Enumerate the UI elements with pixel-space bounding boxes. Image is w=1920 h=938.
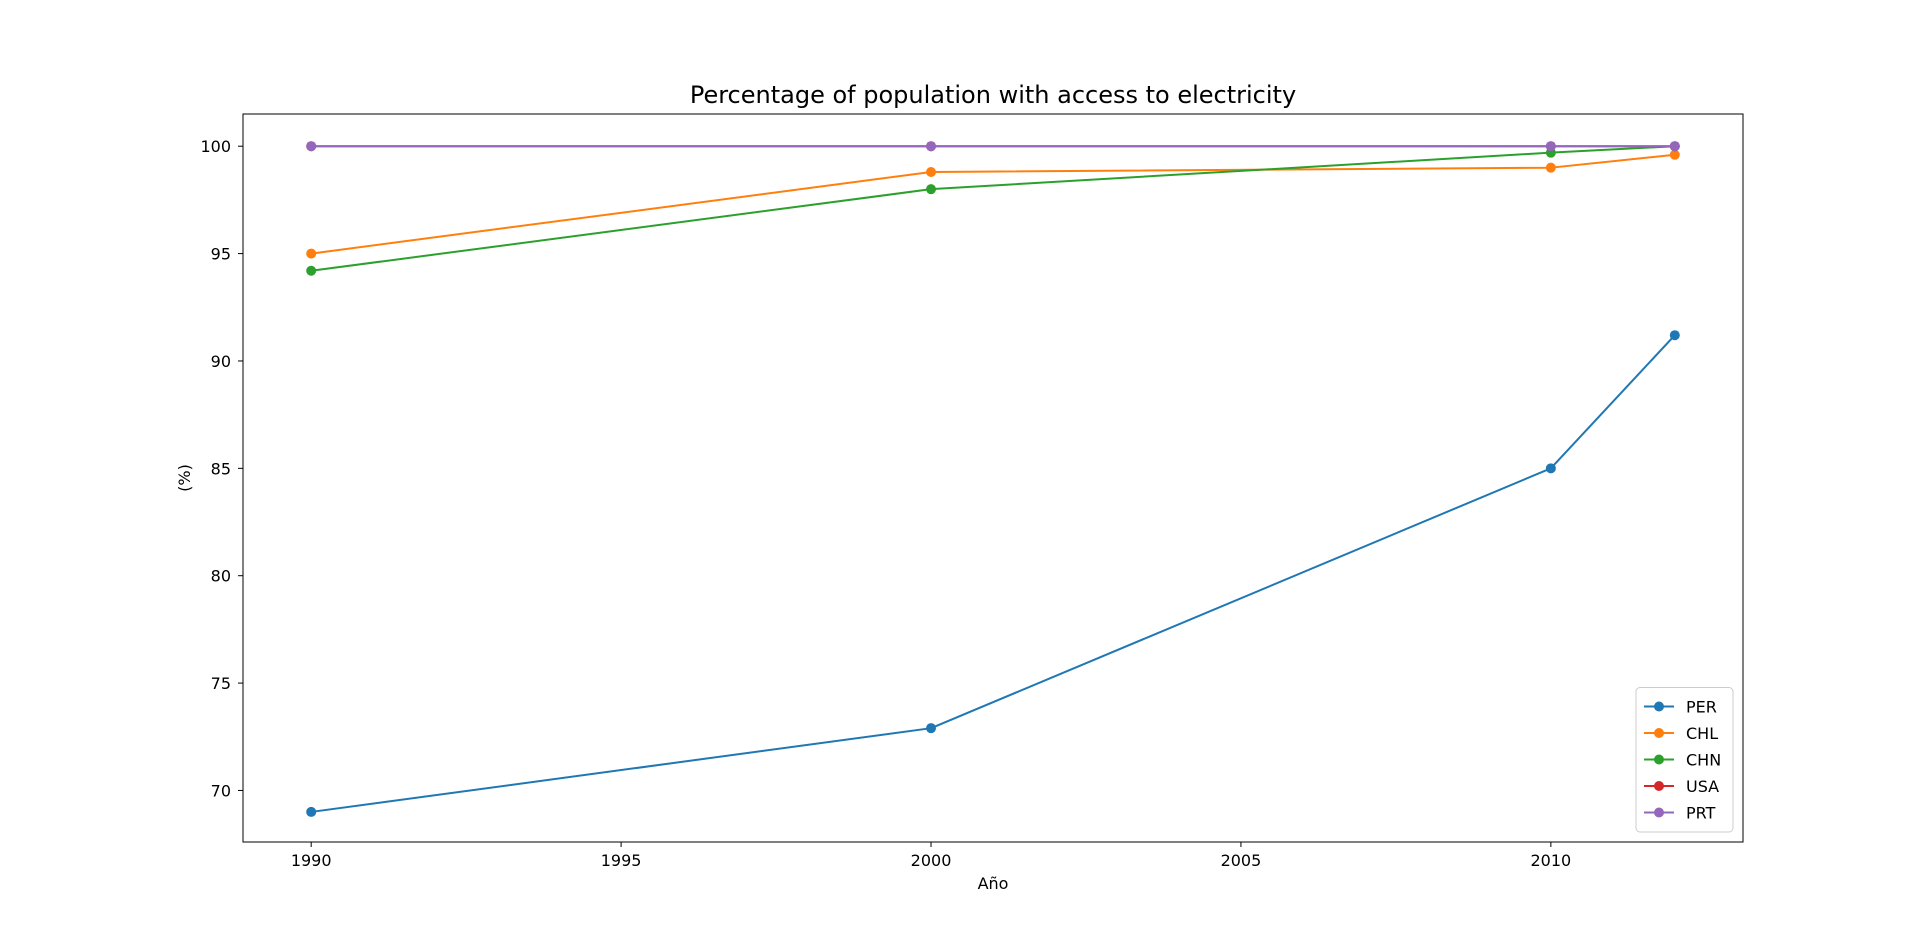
series-line-chn: [311, 145, 1675, 272]
data-point-prt: [1545, 141, 1556, 152]
plot-frame: [242, 113, 1744, 843]
data-point-prt: [306, 141, 317, 152]
series-line-chl: [311, 153, 1675, 255]
legend-label-chl: CHL: [1686, 724, 1718, 743]
data-point-chn: [306, 265, 317, 276]
y-tick-label: 95: [211, 245, 231, 264]
data-point-prt: [926, 141, 937, 152]
x-axis: 1990 1995 2000 2005 2010: [291, 842, 1571, 870]
x-tick-label: 2000: [911, 851, 952, 870]
y-tick-label: 100: [200, 137, 231, 156]
legend-label-usa: USA: [1686, 777, 1719, 796]
legend-label-chn: CHN: [1686, 751, 1721, 770]
y-tick-label: 80: [211, 567, 231, 586]
y-tick-label: 85: [211, 459, 231, 478]
legend-marker-chl: [1654, 728, 1664, 738]
legend-marker-usa: [1654, 781, 1664, 791]
legend-marker-per: [1654, 701, 1664, 712]
data-point-per: [306, 806, 317, 817]
data-point-chl: [1669, 149, 1680, 160]
x-tick-label: 1995: [601, 851, 642, 870]
x-tick-label: 1990: [291, 851, 332, 870]
y-axis: 70 75 80 85 90 95 100: [200, 137, 243, 800]
legend: PER CHL CHN USA PRT: [1635, 687, 1734, 833]
y-axis-label: (%): [175, 464, 194, 492]
y-tick-label: 90: [211, 352, 231, 371]
data-point-prt: [1669, 141, 1680, 152]
x-tick-label: 2005: [1221, 851, 1262, 870]
data-point-per: [1669, 330, 1680, 341]
legend-label-per: PER: [1686, 698, 1717, 717]
data-point-chl: [1545, 162, 1556, 173]
x-tick-label: 2010: [1530, 851, 1571, 870]
series-line-per: [311, 334, 1676, 813]
data-point-per: [926, 723, 937, 734]
legend-marker-chn: [1654, 754, 1664, 765]
data-point-per: [1545, 463, 1556, 474]
series-layer: [306, 141, 1680, 817]
chart-title: Percentage of population with access to …: [690, 81, 1296, 109]
data-point-chl: [306, 248, 317, 259]
data-point-chn: [926, 184, 937, 195]
legend-marker-prt: [1654, 807, 1664, 818]
y-tick-label: 75: [211, 674, 231, 693]
y-tick-label: 70: [211, 781, 231, 800]
data-point-chl: [926, 166, 937, 177]
legend-label-prt: PRT: [1686, 804, 1716, 823]
x-axis-label: Año: [978, 874, 1009, 893]
legend-box: [1635, 687, 1734, 833]
